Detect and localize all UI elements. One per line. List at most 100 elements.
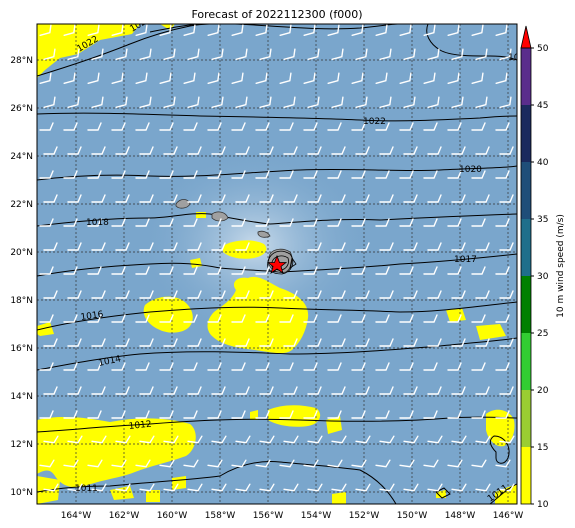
wind-barb: [235, 194, 250, 203]
wind-barb: [159, 72, 172, 84]
wind-barb: [331, 146, 346, 155]
wind-barb: [159, 24, 172, 36]
wind-barb: [87, 410, 102, 419]
colorbar-tick-label: 20: [537, 386, 549, 396]
map-title: Forecast of 2022112300 (f000): [191, 8, 362, 21]
wind-barb: [327, 218, 342, 227]
wind-barb: [423, 72, 436, 84]
wind-barb: [187, 338, 202, 347]
wind-barb: [495, 459, 511, 468]
wind-barb: [351, 218, 366, 227]
wind-barb: [43, 483, 59, 492]
colorbar-band: [521, 162, 531, 219]
wind-barb: [403, 194, 418, 203]
wind-barb: [283, 194, 298, 203]
wind-barb: [91, 483, 107, 492]
wind-barb: [87, 122, 102, 131]
wind-barb: [187, 194, 202, 203]
wind-barb: [135, 218, 150, 227]
wind-barb: [87, 218, 102, 227]
wind-barb: [279, 410, 294, 419]
wind-barb: [331, 96, 344, 108]
wind-barb: [159, 218, 174, 227]
wind-barb: [499, 48, 512, 60]
wind-barb: [495, 410, 510, 419]
wind-barb: [207, 170, 222, 179]
wind-barb: [447, 170, 462, 179]
wind-barb: [403, 483, 419, 492]
wind-barb: [187, 96, 200, 108]
wind-barb: [115, 386, 130, 395]
wind-barb: [43, 96, 56, 108]
wind-barb: [447, 72, 460, 84]
wind-barb: [375, 314, 390, 323]
wind-barb: [427, 386, 442, 395]
wind-barb: [379, 48, 392, 60]
wind-barb: [235, 338, 250, 347]
wind-barb: [135, 170, 150, 179]
wind-barb: [139, 146, 154, 155]
wind-barb: [255, 72, 268, 84]
wind-barb: [475, 48, 488, 60]
wind-barb: [63, 362, 78, 371]
wind-barb: [231, 170, 246, 179]
colorbar-tick-label: 10: [537, 500, 549, 510]
wind-barb: [351, 362, 366, 371]
isobar-label: 1011: [75, 484, 98, 494]
wind-barb: [135, 24, 148, 36]
wind-barb: [207, 122, 222, 131]
wind-barb: [283, 386, 298, 395]
wind-barb: [471, 410, 486, 419]
isobar-label: 1016: [80, 310, 104, 323]
wind-barb: [91, 242, 106, 251]
wind-barb: [187, 290, 202, 299]
wind-barb: [63, 314, 78, 323]
wind-barb: [211, 483, 227, 492]
wind-barb: [111, 122, 126, 131]
wind-barb: [255, 266, 270, 275]
wind-barb: [423, 122, 438, 131]
wind-barb: [187, 435, 203, 444]
wind-barb: [499, 338, 514, 347]
wind-barb: [327, 266, 342, 275]
wind-barb: [135, 314, 150, 323]
wind-barb: [235, 48, 248, 60]
wind-barb: [279, 72, 292, 84]
wind-barb: [307, 483, 323, 492]
wind-barb: [427, 483, 443, 492]
wind-barb: [451, 242, 466, 251]
wind-barb: [499, 146, 514, 155]
wind-barb: [499, 96, 512, 108]
wind-barb: [231, 362, 246, 371]
wind-barb: [111, 72, 124, 84]
wind-barb: [87, 170, 102, 179]
wind-barb: [115, 48, 128, 60]
lon-label: 146°W: [493, 511, 524, 521]
wind-barb: [163, 290, 178, 299]
lat-label: 20°N: [10, 248, 33, 258]
wind-barb: [327, 72, 340, 84]
wind-barb: [399, 170, 414, 179]
wind-barb: [327, 362, 342, 371]
wind-barb: [355, 96, 368, 108]
wind-barb: [259, 386, 274, 395]
wind-barb: [139, 483, 155, 492]
colorbar-band: [521, 219, 531, 276]
wind-barb: [423, 266, 438, 275]
wind-barb: [211, 386, 226, 395]
wind-barb: [259, 96, 272, 108]
wind-barb: [475, 290, 490, 299]
wind-barb: [255, 24, 268, 36]
wind-barb: [231, 218, 246, 227]
wind-barb: [403, 290, 418, 299]
map-panel: 1022 1022 1022 1020 1018 1017 1016 1014 …: [37, 24, 517, 504]
wind-barb: [351, 314, 366, 323]
wind-barb: [211, 194, 226, 203]
wind-barb: [115, 290, 130, 299]
wind-barb: [403, 386, 418, 395]
wind-barb: [399, 459, 415, 468]
wind-barb: [91, 48, 104, 60]
wind-barb: [375, 72, 388, 84]
lon-label: 154°W: [301, 511, 332, 521]
wind-barb: [211, 338, 226, 347]
